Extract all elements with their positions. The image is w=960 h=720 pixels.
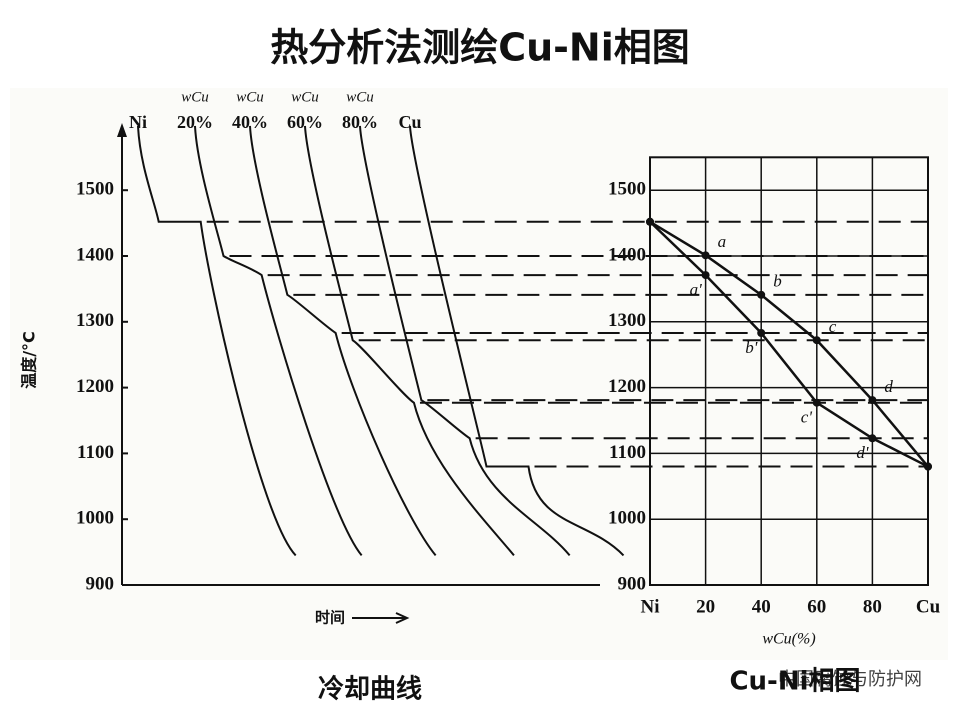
y-tick-label: 1400 bbox=[608, 244, 646, 265]
y-tick-label: 1500 bbox=[608, 179, 646, 200]
point-label: d bbox=[884, 377, 893, 396]
phase-point bbox=[646, 217, 654, 226]
x-tick-label: 80 bbox=[863, 596, 882, 617]
phase-line bbox=[649, 220, 929, 468]
y-tick-label: 1400 bbox=[76, 244, 114, 265]
point-label: c' bbox=[801, 408, 813, 427]
y-tick-label: 1000 bbox=[76, 508, 114, 529]
caption: 冷却曲线 bbox=[318, 674, 422, 705]
series-label: Cu bbox=[398, 112, 421, 132]
y-tick-label: 1300 bbox=[608, 310, 646, 331]
watermark: 中国腐蚀与防护网 bbox=[778, 669, 922, 690]
phase-point bbox=[701, 271, 710, 280]
y-tick-label: 1500 bbox=[76, 179, 114, 200]
phase-point bbox=[757, 290, 766, 299]
point-label: a bbox=[718, 232, 727, 251]
series-label: 60% bbox=[287, 112, 323, 132]
slide-title: 热分析法测绘Cu-Ni相图 bbox=[270, 26, 690, 70]
caption: Cu-Ni相图 bbox=[729, 667, 860, 697]
x-tick-label: Ni bbox=[641, 596, 660, 617]
phase-point bbox=[868, 434, 877, 443]
composition-symbol: wCu bbox=[236, 89, 264, 105]
cooling-curve bbox=[359, 125, 571, 557]
y-tick-label: 1300 bbox=[76, 310, 114, 331]
phase-point bbox=[924, 462, 932, 471]
cooling-curve bbox=[194, 125, 363, 557]
y-axis-label: 温度/°C bbox=[20, 331, 39, 390]
cooling-curve bbox=[409, 125, 625, 557]
x-tick-label: 40 bbox=[752, 596, 771, 617]
y-tick-label: 1200 bbox=[608, 376, 646, 397]
series-label: 80% bbox=[342, 112, 378, 132]
y-axis-arrow bbox=[117, 122, 127, 137]
point-label: a' bbox=[690, 280, 703, 299]
phase-line bbox=[649, 220, 929, 468]
x-tick-label: Cu bbox=[916, 596, 941, 617]
composition-symbol: wCu bbox=[346, 89, 374, 105]
y-tick-label: 900 bbox=[618, 573, 647, 594]
point-label: b bbox=[773, 272, 782, 291]
cooling-curve bbox=[304, 125, 515, 557]
y-tick-label: 1100 bbox=[609, 442, 646, 463]
y-tick-label: 1100 bbox=[77, 442, 114, 463]
composition-symbol: wCu bbox=[181, 89, 209, 105]
phase-point bbox=[868, 396, 877, 405]
phase-point bbox=[701, 251, 710, 260]
cooling-curve bbox=[249, 125, 437, 557]
x-axis-label: wCu(%) bbox=[762, 631, 815, 648]
composition-symbol: wCu bbox=[291, 89, 319, 105]
series-label: 20% bbox=[177, 112, 213, 132]
point-label: d' bbox=[856, 443, 869, 462]
phase-point bbox=[812, 398, 821, 407]
x-tick-label: 60 bbox=[807, 596, 826, 617]
x-axis-arrow bbox=[352, 612, 410, 624]
y-tick-label: 1000 bbox=[608, 508, 646, 529]
figure-panel bbox=[10, 88, 948, 660]
series-label: 40% bbox=[232, 112, 268, 132]
point-label: c bbox=[829, 317, 837, 336]
phase-point bbox=[812, 336, 821, 345]
phase-point bbox=[757, 328, 766, 337]
point-label: b' bbox=[745, 338, 758, 357]
x-tick-label: 20 bbox=[696, 596, 715, 617]
y-tick-label: 1200 bbox=[76, 376, 114, 397]
x-axis-label: 时间 bbox=[315, 609, 345, 627]
cooling-curve bbox=[137, 125, 297, 557]
y-tick-label: 900 bbox=[86, 573, 115, 594]
series-label: Ni bbox=[129, 112, 147, 132]
